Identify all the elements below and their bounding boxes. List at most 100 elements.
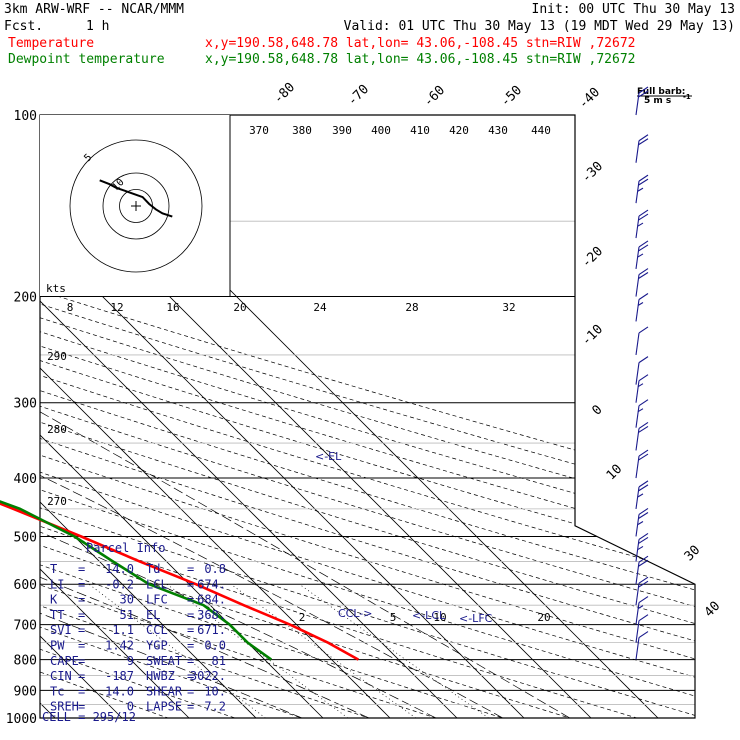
temperature-label: Temperature — [8, 36, 94, 51]
parcel-info-cell: CELL = 295/12 — [42, 710, 136, 724]
pressure-label: 800 — [14, 654, 37, 669]
parcel-value: -187 — [105, 669, 134, 683]
parcel-key: K — [50, 593, 58, 607]
wind-barb — [635, 326, 649, 356]
barb-staff — [635, 637, 640, 660]
wind-barb — [635, 555, 649, 585]
speed-tick-label: 24 — [313, 301, 327, 314]
isotherm-label: 40 — [702, 599, 724, 621]
barb-half-flag — [637, 222, 644, 227]
parcel-key: SWEAT — [146, 654, 182, 668]
barb-legend-line2: 5 m s — [644, 96, 671, 106]
moist-adiabat — [40, 296, 303, 718]
mixing-ratio-label: 20 — [537, 611, 550, 624]
barb-flag — [638, 512, 649, 519]
barb-flag — [638, 374, 649, 382]
speed-tick-label: 8 — [67, 301, 74, 314]
barb-flag — [638, 449, 649, 457]
isotherm-label: -10 — [579, 322, 606, 349]
isotherm — [40, 115, 324, 718]
barb-flag — [638, 421, 649, 429]
barb-flag — [638, 209, 649, 217]
barb-staff — [635, 380, 640, 403]
wind-barb — [635, 374, 649, 403]
parcel-value: 684. — [197, 593, 226, 607]
barb-staff — [635, 583, 640, 606]
speed-tick-label: 28 — [405, 301, 418, 314]
isotherm — [40, 115, 525, 718]
parcel-value: 0.0 — [204, 639, 226, 653]
el-marker: <-EL — [315, 450, 342, 463]
barb-half-flag — [637, 383, 644, 388]
barb-staff — [635, 246, 640, 270]
wind-barb — [635, 421, 649, 451]
barb-flag — [638, 138, 649, 146]
parcel-equals: = — [78, 684, 85, 698]
parcel-value: 51 — [120, 608, 134, 622]
parcel-value: 14.0 — [105, 684, 134, 698]
barb-flag — [638, 614, 649, 622]
plot-outline — [39, 114, 696, 719]
barb-flag — [638, 559, 649, 567]
wind-barb — [635, 532, 649, 562]
parcel-key: T — [50, 562, 57, 576]
barb-half-flag — [637, 253, 644, 258]
pressure-labels: 100 200 300 400 500 600 700 800 900 1000 — [6, 109, 37, 727]
parcel-equals: = — [187, 577, 194, 591]
parcel-key: HWBZ — [146, 669, 175, 683]
barb-half-flag — [637, 187, 644, 192]
speed-tick-label: 16 — [166, 301, 179, 314]
barb-legend-sup: -1 — [683, 93, 691, 101]
barb-flag — [638, 596, 649, 604]
parcel-equals: = — [187, 684, 194, 698]
parcel-equals: = — [78, 593, 85, 607]
parcel-equals: = — [187, 700, 194, 714]
model-title: 3km ARW-WRF -- NCAR/MMM — [4, 2, 184, 17]
theta-label: 410 — [410, 124, 430, 137]
isotherm — [40, 115, 190, 718]
parcel-key: LFC — [146, 593, 168, 607]
theta-label: 440 — [531, 124, 551, 137]
hodograph-ring — [69, 139, 203, 273]
parcel-equals: = — [187, 608, 194, 622]
theta-label: 380 — [292, 124, 312, 137]
wind-barb — [635, 576, 649, 606]
barb-half-flag — [637, 521, 644, 525]
theta-label: 280 — [47, 423, 67, 436]
temperature-location: x,y=190.58,648.78 lat,lon= 43.06,-108.45… — [205, 36, 635, 51]
parcel-value: 30 — [120, 593, 134, 607]
fcst-value: 1 h — [86, 19, 109, 34]
lfc-marker: <-LFC — [459, 612, 493, 625]
wind-barb — [635, 508, 649, 537]
wind-barb — [635, 268, 649, 297]
theta-label: 420 — [449, 124, 469, 137]
parcel-key: LAPSE — [146, 700, 182, 714]
parcel-key: YGP — [146, 639, 168, 653]
parcel-value: 14.0 — [105, 562, 134, 576]
barb-half-flag — [637, 408, 644, 413]
barb-flag — [638, 631, 649, 639]
barb-staff — [635, 602, 640, 625]
parcel-key: CCL — [146, 623, 168, 637]
barb-flag — [638, 425, 649, 433]
isotherm-label: -30 — [579, 159, 606, 186]
parcel-equals: = — [78, 669, 85, 683]
barb-flag — [638, 576, 649, 584]
barb-staff — [635, 514, 640, 537]
hodograph-ring — [102, 172, 170, 240]
barb-flag — [638, 213, 649, 221]
barb-flag — [638, 536, 649, 544]
lcl-marker: <-LCL — [412, 609, 446, 622]
parcel-value: 9 — [127, 654, 134, 668]
pressure-label: 100 — [14, 109, 37, 124]
barb-staff — [635, 274, 640, 297]
parcel-equals: = — [78, 562, 85, 576]
header: 3km ARW-WRF -- NCAR/MMM Init: 00 UTC Thu… — [4, 2, 735, 67]
dewpoint-line — [0, 500, 273, 661]
wind-barb — [635, 86, 649, 116]
theta-label: 370 — [249, 124, 269, 137]
isotherm-label: -20 — [579, 244, 606, 271]
parcel-equals: = — [187, 593, 194, 607]
wind-barb — [635, 134, 649, 163]
parcel-value: 7.2 — [204, 700, 226, 714]
